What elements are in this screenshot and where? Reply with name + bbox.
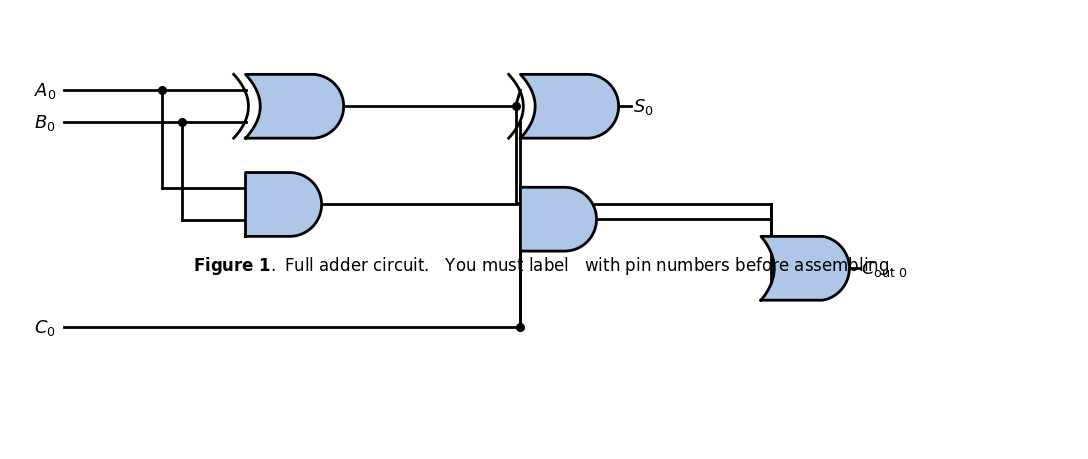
Polygon shape [520,75,619,139]
Polygon shape [246,173,322,237]
Text: $C_{\mathrm{out}\ 0}$: $C_{\mathrm{out}\ 0}$ [861,259,907,279]
Text: $C_0$: $C_0$ [34,318,55,337]
Text: $A_0$: $A_0$ [34,81,55,101]
Polygon shape [761,237,850,301]
Text: $S_0$: $S_0$ [633,97,654,117]
Polygon shape [246,75,344,139]
Text: $\bf{Figure\ 1}$$.\ $Full adder circuit.   You must label   with pin numbers bef: $\bf{Figure\ 1}$$.\ $Full adder circuit.… [194,255,894,276]
Polygon shape [520,188,596,252]
Text: $B_0$: $B_0$ [35,113,55,133]
